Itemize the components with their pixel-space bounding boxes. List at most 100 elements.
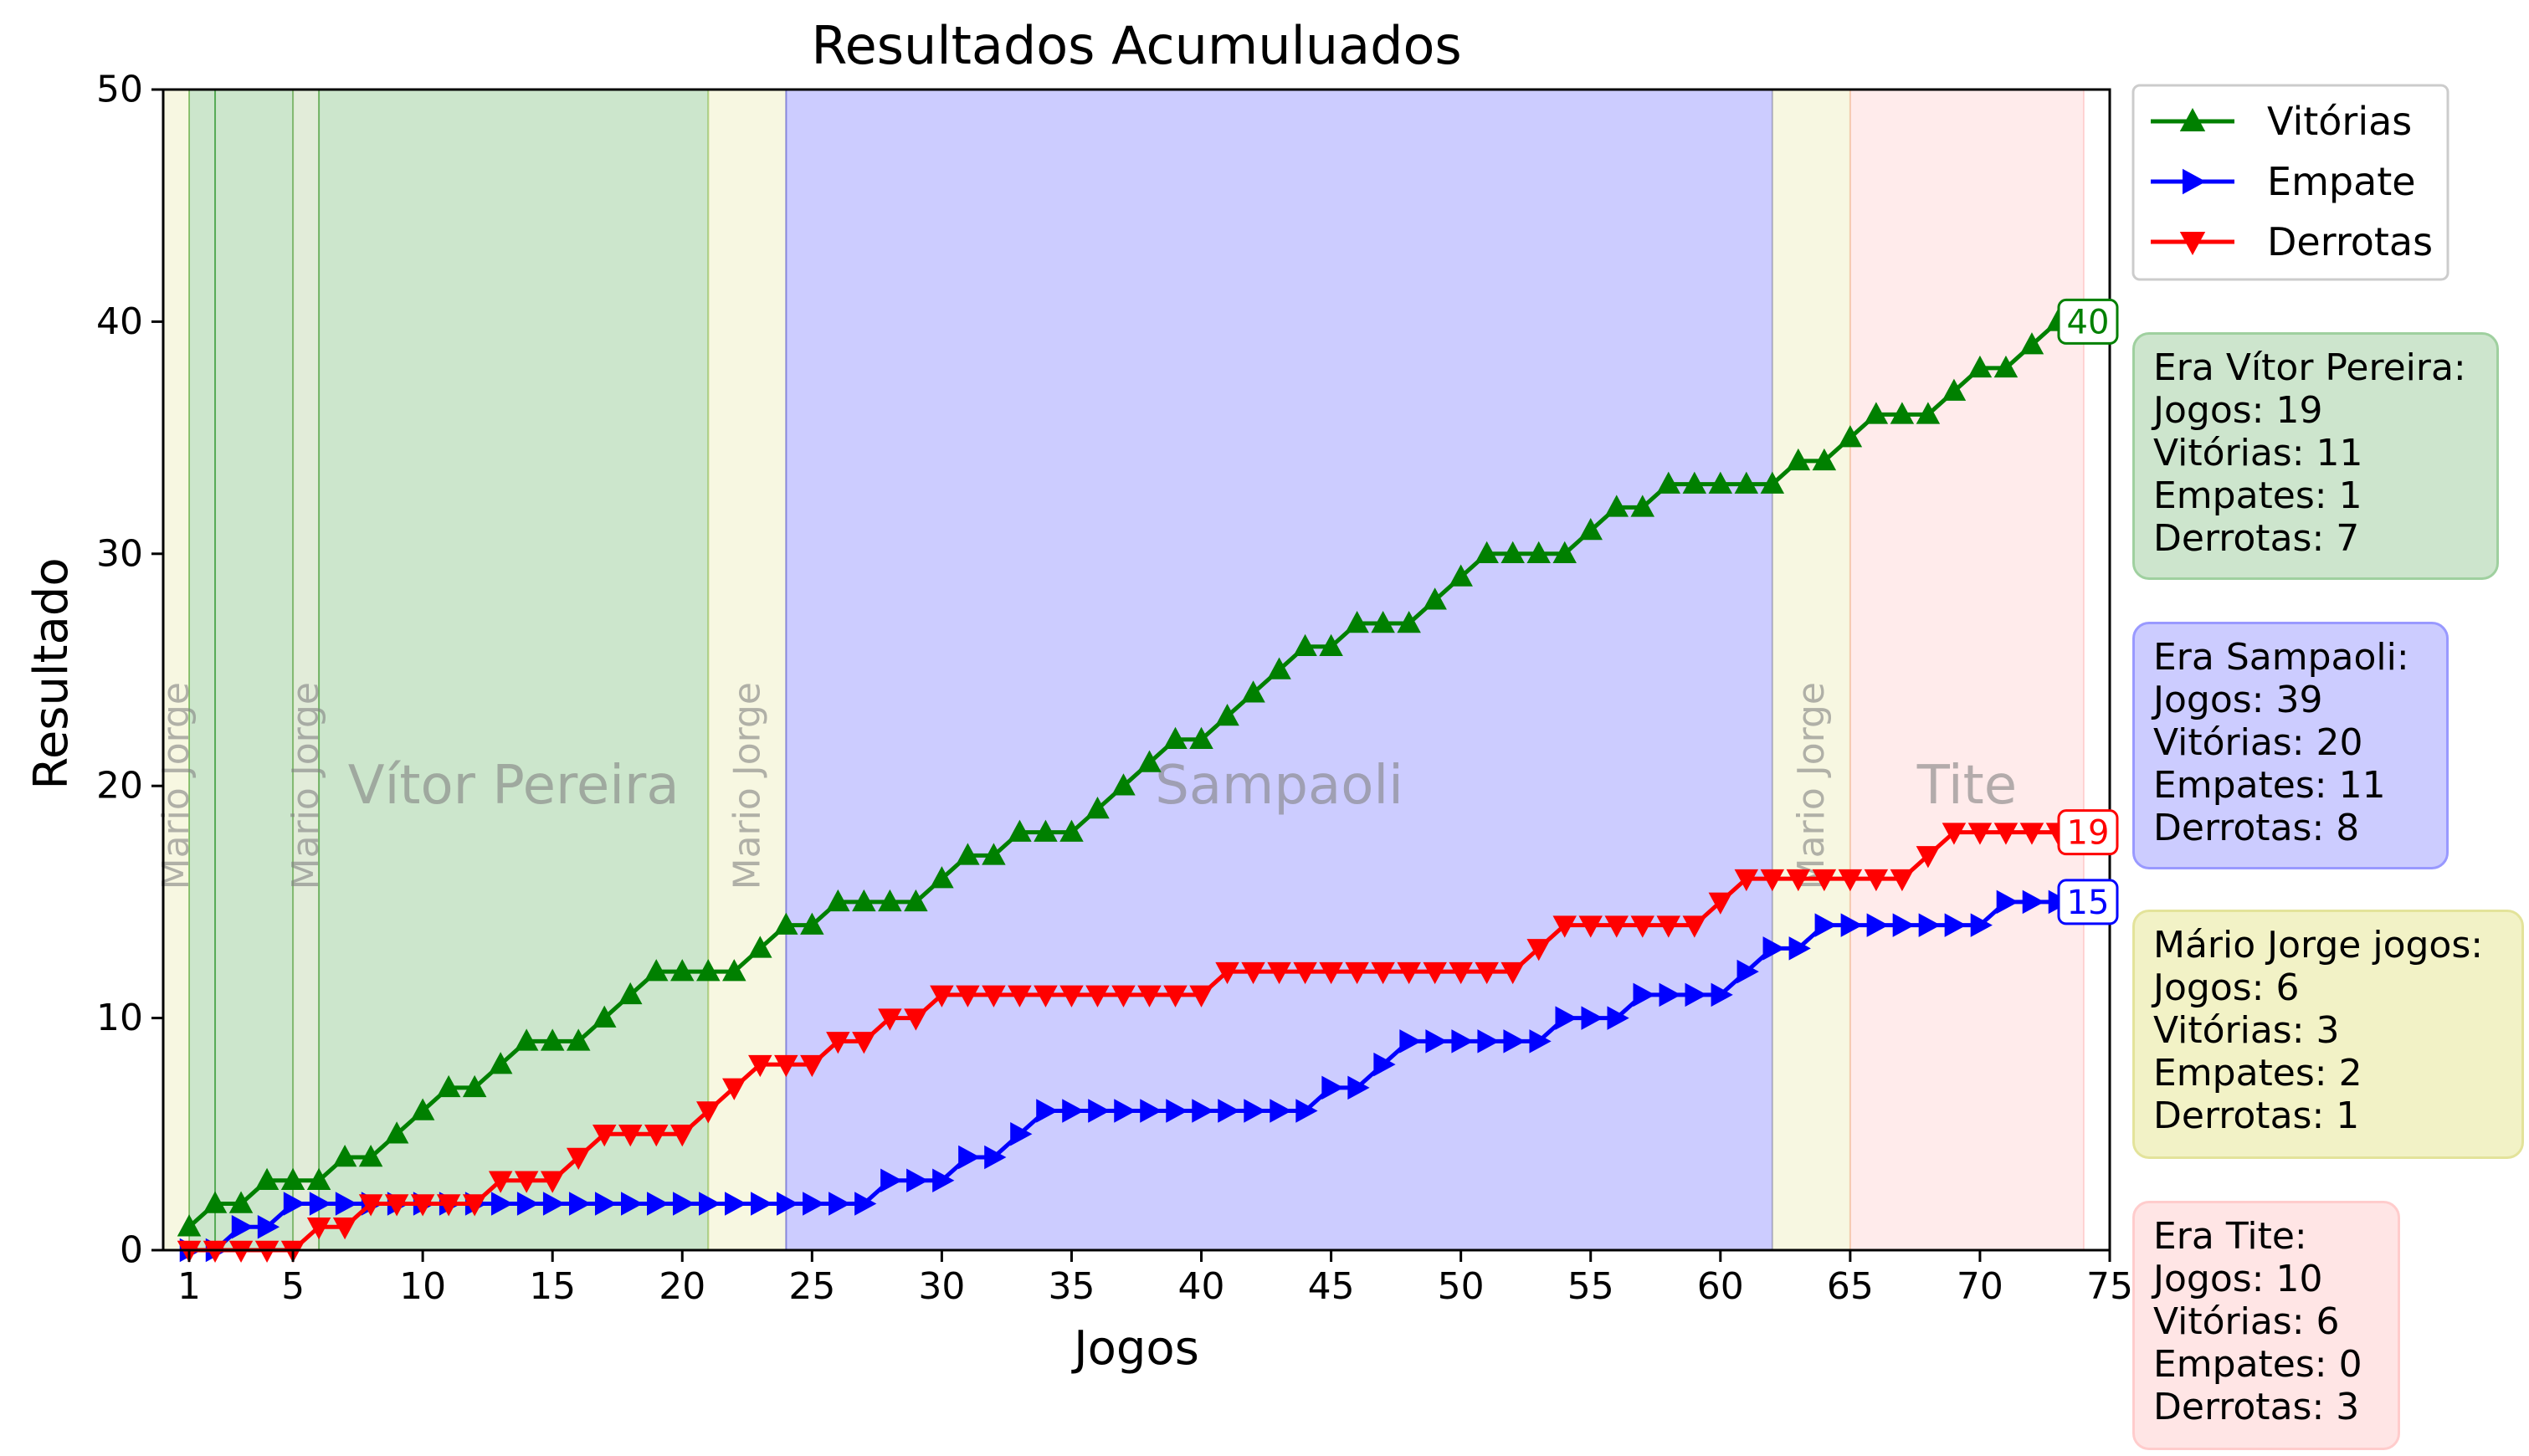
legend-item-empate: Empate xyxy=(2151,159,2416,204)
end-label-text: 40 xyxy=(2067,303,2110,341)
era-region xyxy=(707,89,787,1251)
data-point xyxy=(1345,961,1369,985)
data-point xyxy=(1967,823,1993,845)
data-point xyxy=(1241,961,1265,985)
data-point xyxy=(1786,869,1811,892)
x-tick-label: 1 xyxy=(177,1265,201,1308)
data-point xyxy=(904,1008,928,1031)
data-point xyxy=(1503,1029,1526,1054)
data-point xyxy=(1656,471,1681,494)
data-point xyxy=(1656,915,1681,938)
data-point xyxy=(1449,564,1473,587)
data-point xyxy=(932,1168,955,1193)
data-point xyxy=(540,1028,565,1051)
data-point xyxy=(1866,913,1889,937)
data-point xyxy=(410,1098,435,1120)
data-point xyxy=(1633,982,1655,1007)
x-tick-label: 60 xyxy=(1697,1265,1744,1308)
data-point xyxy=(1293,961,1317,985)
data-point xyxy=(1786,448,1811,471)
info-box-title: Era Vítor Pereira: xyxy=(2153,346,2466,389)
data-point xyxy=(1812,869,1837,892)
info-box-vitor-pereira: Era Vítor Pereira: Jogos: 19 Vitórias: 1… xyxy=(2132,332,2499,580)
x-tick-label: 75 xyxy=(2086,1265,2133,1308)
chart-title: Resultados Acumuluados xyxy=(811,15,1461,76)
era-region xyxy=(188,89,217,1251)
data-point xyxy=(1267,657,1291,679)
data-point xyxy=(1319,633,1343,657)
data-point xyxy=(1425,1029,1448,1054)
data-point xyxy=(696,1101,721,1124)
data-point xyxy=(1034,819,1058,842)
y-tick-label: 10 xyxy=(96,997,143,1039)
era-labels: Mario Jorge Mario Jorge Vítor Pereira Mario… xyxy=(155,682,2017,889)
data-point xyxy=(462,1074,487,1098)
data-point xyxy=(1241,680,1265,703)
era-label: Vítor Pereira xyxy=(348,755,680,817)
data-point xyxy=(1477,1029,1500,1054)
data-point xyxy=(618,1125,643,1147)
y-axis-label: Resultado xyxy=(24,557,79,789)
data-point xyxy=(1321,1075,1344,1100)
data-point xyxy=(777,1192,799,1216)
legend-label: Empate xyxy=(2267,159,2416,204)
data-point xyxy=(803,1192,825,1216)
data-point xyxy=(1270,1099,1292,1123)
x-tick-label: 55 xyxy=(1567,1265,1614,1308)
data-point xyxy=(722,1078,746,1100)
info-box-vitorias: Vitórias: 6 xyxy=(2153,1300,2340,1343)
data-point xyxy=(1864,869,1889,892)
data-point xyxy=(257,1215,280,1239)
legend-marker xyxy=(2179,232,2206,255)
data-point xyxy=(231,1215,254,1239)
x-tick-label: 65 xyxy=(1827,1265,1874,1308)
data-point xyxy=(1192,1099,1214,1123)
era-region xyxy=(162,89,191,1251)
data-point xyxy=(332,1145,357,1167)
data-point xyxy=(1708,892,1733,915)
legend-marker xyxy=(2183,168,2206,195)
x-axis: 1 5 10 15 20 25 30 35 40 45 50 55 60 65 70 75 xyxy=(177,1250,2133,1308)
y-tick-label: 20 xyxy=(96,765,143,807)
data-point xyxy=(1371,961,1395,985)
data-point xyxy=(930,985,954,1007)
data-point xyxy=(1840,913,1863,937)
data-point xyxy=(384,1121,409,1144)
y-tick-label: 30 xyxy=(96,532,143,575)
end-label-box xyxy=(2057,298,2119,345)
data-point xyxy=(1581,1006,1603,1030)
data-point xyxy=(670,959,695,982)
era-region xyxy=(1771,89,1851,1251)
era-label: Mario Jorge xyxy=(726,682,768,889)
data-point xyxy=(1397,961,1421,985)
data-point xyxy=(1088,1099,1111,1123)
data-point xyxy=(1942,823,1967,845)
series-vitorias xyxy=(177,309,2070,1237)
data-point xyxy=(335,1192,358,1216)
data-point xyxy=(878,889,902,912)
data-point xyxy=(1373,1052,1396,1077)
info-box-title: Era Sampaoli: xyxy=(2153,636,2409,679)
data-point xyxy=(1734,869,1759,892)
info-box-vitorias: Vitórias: 20 xyxy=(2153,721,2363,764)
data-point xyxy=(1711,982,1733,1007)
data-point xyxy=(930,866,954,889)
data-point xyxy=(462,1194,487,1217)
data-point xyxy=(982,985,1006,1007)
data-point xyxy=(1552,541,1577,564)
end-label-text: 19 xyxy=(2067,814,2110,853)
data-point xyxy=(1890,869,1915,892)
data-point xyxy=(1967,355,1993,378)
legend-label: Vitórias xyxy=(2267,99,2412,144)
era-label: Tite xyxy=(1916,755,2017,817)
info-box-jogos: Jogos: 39 xyxy=(2153,679,2323,721)
data-point xyxy=(751,1192,773,1216)
x-tick-label: 25 xyxy=(788,1265,835,1308)
info-box-jogos: Jogos: 10 xyxy=(2153,1258,2323,1300)
x-tick-label: 10 xyxy=(399,1265,446,1308)
data-point xyxy=(1630,915,1655,938)
data-point xyxy=(436,1194,461,1217)
data-point xyxy=(1814,913,1837,937)
plot-frame xyxy=(162,88,2111,1252)
data-point xyxy=(490,1192,514,1216)
